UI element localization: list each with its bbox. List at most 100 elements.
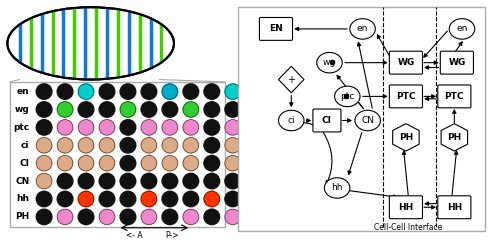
Circle shape bbox=[204, 102, 220, 117]
Circle shape bbox=[57, 138, 73, 153]
Text: en: en bbox=[456, 24, 467, 33]
Text: WG: WG bbox=[448, 58, 466, 67]
Text: P->: P-> bbox=[165, 231, 178, 240]
Circle shape bbox=[36, 102, 52, 117]
Circle shape bbox=[141, 120, 157, 135]
Polygon shape bbox=[392, 124, 419, 151]
Circle shape bbox=[204, 155, 220, 171]
Circle shape bbox=[225, 155, 241, 171]
Polygon shape bbox=[441, 124, 467, 151]
Text: PH: PH bbox=[399, 133, 413, 142]
Circle shape bbox=[183, 155, 198, 171]
Circle shape bbox=[120, 209, 136, 225]
Text: wg: wg bbox=[15, 105, 29, 114]
FancyBboxPatch shape bbox=[259, 18, 293, 40]
Circle shape bbox=[120, 84, 136, 99]
Circle shape bbox=[204, 173, 220, 189]
Circle shape bbox=[141, 155, 157, 171]
Circle shape bbox=[99, 173, 115, 189]
FancyBboxPatch shape bbox=[438, 85, 471, 108]
Ellipse shape bbox=[335, 86, 360, 107]
Text: ci: ci bbox=[288, 116, 295, 125]
Circle shape bbox=[99, 155, 115, 171]
Circle shape bbox=[225, 191, 241, 207]
Text: HH: HH bbox=[398, 203, 414, 212]
Circle shape bbox=[120, 102, 136, 117]
Circle shape bbox=[183, 120, 198, 135]
FancyBboxPatch shape bbox=[438, 196, 471, 219]
Circle shape bbox=[78, 173, 94, 189]
Circle shape bbox=[78, 191, 94, 207]
Circle shape bbox=[204, 120, 220, 135]
Text: hh: hh bbox=[331, 183, 343, 193]
FancyBboxPatch shape bbox=[313, 109, 341, 132]
Circle shape bbox=[225, 120, 241, 135]
Circle shape bbox=[78, 120, 94, 135]
Circle shape bbox=[57, 120, 73, 135]
Circle shape bbox=[99, 209, 115, 225]
Circle shape bbox=[183, 102, 198, 117]
Circle shape bbox=[36, 84, 52, 99]
Circle shape bbox=[99, 191, 115, 207]
FancyBboxPatch shape bbox=[390, 85, 422, 108]
Text: CN: CN bbox=[361, 116, 374, 125]
Text: CN: CN bbox=[15, 177, 29, 186]
Text: wg: wg bbox=[323, 58, 336, 67]
Text: HH: HH bbox=[447, 203, 462, 212]
Circle shape bbox=[183, 191, 198, 207]
Circle shape bbox=[204, 138, 220, 153]
Circle shape bbox=[141, 84, 157, 99]
Circle shape bbox=[99, 120, 115, 135]
Circle shape bbox=[57, 155, 73, 171]
Circle shape bbox=[120, 173, 136, 189]
Circle shape bbox=[36, 209, 52, 225]
Circle shape bbox=[225, 84, 241, 99]
Circle shape bbox=[183, 138, 198, 153]
Circle shape bbox=[141, 173, 157, 189]
Text: en: en bbox=[357, 24, 368, 33]
Circle shape bbox=[78, 209, 94, 225]
Text: WG: WG bbox=[397, 58, 415, 67]
Circle shape bbox=[204, 84, 220, 99]
Text: Cell-Cell Interface: Cell-Cell Interface bbox=[374, 223, 442, 232]
Circle shape bbox=[162, 120, 178, 135]
Text: ptc: ptc bbox=[340, 92, 354, 101]
Circle shape bbox=[57, 191, 73, 207]
Circle shape bbox=[57, 209, 73, 225]
FancyBboxPatch shape bbox=[238, 7, 485, 231]
Circle shape bbox=[183, 173, 198, 189]
FancyBboxPatch shape bbox=[441, 51, 473, 74]
Ellipse shape bbox=[355, 110, 380, 131]
Circle shape bbox=[162, 173, 178, 189]
Text: CI: CI bbox=[322, 116, 332, 125]
FancyBboxPatch shape bbox=[390, 51, 422, 74]
Text: hh: hh bbox=[16, 194, 29, 203]
FancyBboxPatch shape bbox=[390, 196, 422, 219]
Circle shape bbox=[204, 209, 220, 225]
Text: PTC: PTC bbox=[396, 92, 416, 101]
Text: PTC: PTC bbox=[444, 92, 464, 101]
Circle shape bbox=[225, 138, 241, 153]
Circle shape bbox=[162, 138, 178, 153]
Circle shape bbox=[36, 191, 52, 207]
Circle shape bbox=[57, 173, 73, 189]
Circle shape bbox=[225, 102, 241, 117]
Ellipse shape bbox=[324, 178, 350, 198]
Circle shape bbox=[120, 138, 136, 153]
Text: CI: CI bbox=[20, 159, 29, 168]
Circle shape bbox=[141, 209, 157, 225]
Text: +: + bbox=[287, 74, 295, 85]
Circle shape bbox=[78, 102, 94, 117]
Ellipse shape bbox=[278, 110, 304, 131]
Circle shape bbox=[99, 138, 115, 153]
Circle shape bbox=[204, 191, 220, 207]
Circle shape bbox=[78, 155, 94, 171]
Circle shape bbox=[99, 84, 115, 99]
Circle shape bbox=[36, 173, 52, 189]
Text: ci: ci bbox=[21, 141, 29, 150]
Circle shape bbox=[225, 173, 241, 189]
Text: EN: EN bbox=[269, 24, 283, 33]
Ellipse shape bbox=[449, 19, 475, 39]
Ellipse shape bbox=[350, 19, 375, 39]
Circle shape bbox=[78, 138, 94, 153]
